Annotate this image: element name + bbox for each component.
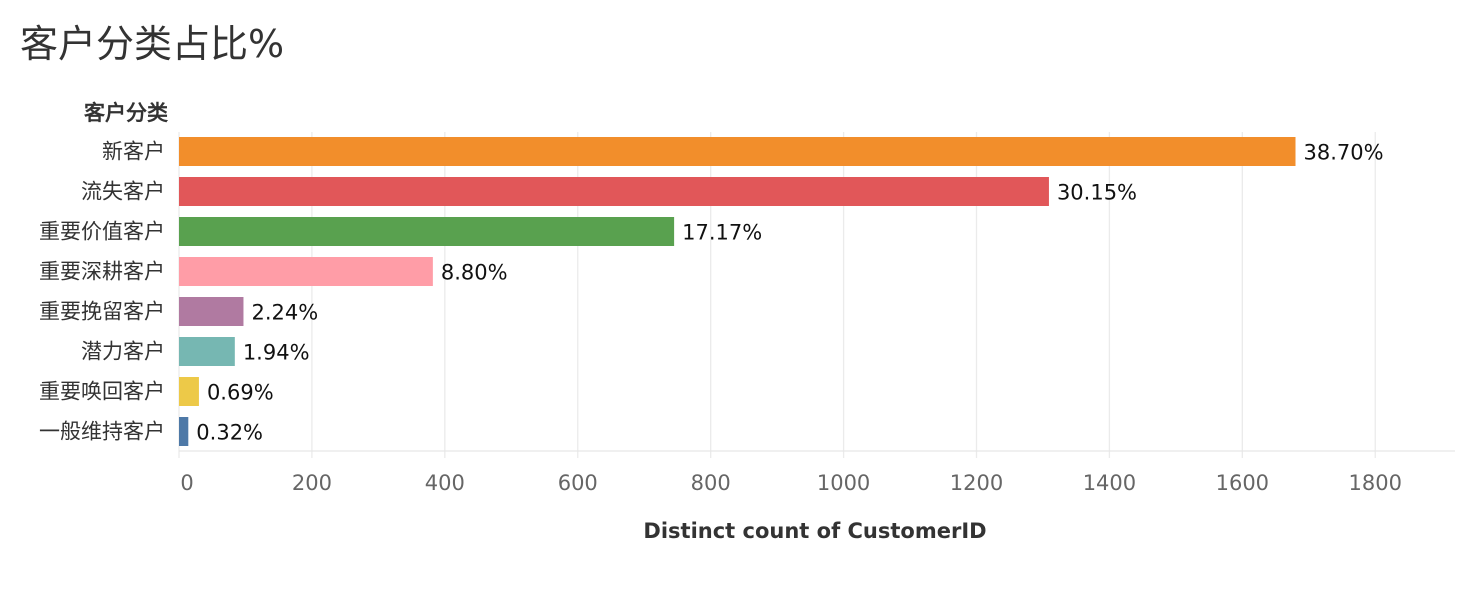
category-label: 流失客户 <box>81 180 165 204</box>
category-labels: 新客户流失客户重要价值客户重要深耕客户重要挽留客户潜力客户重要唤回客户一般维持客… <box>39 140 165 444</box>
value-labels: 38.70% 30.15% 17.17% 8.80% 2.24% 1.94% 0.69% 0.… <box>196 141 1383 445</box>
category-label: 重要深耕客户 <box>39 260 165 284</box>
x-tick-label: 1200 <box>950 471 1003 495</box>
value-label: 0.32% <box>196 421 263 445</box>
bars <box>179 137 1296 446</box>
x-tick-label: 600 <box>558 471 598 495</box>
category-label: 重要唤回客户 <box>39 380 165 404</box>
category-label: 潜力客户 <box>81 340 165 364</box>
x-tick-label: 1600 <box>1216 471 1269 495</box>
category-label: 重要挽留客户 <box>39 300 165 324</box>
bar <box>179 377 199 406</box>
value-label: 8.80% <box>441 261 508 285</box>
x-tick-label: 1000 <box>817 471 870 495</box>
category-label: 重要价值客户 <box>39 220 165 244</box>
value-label: 1.94% <box>243 341 310 365</box>
x-tick-label: 400 <box>425 471 465 495</box>
value-label: 30.15% <box>1057 181 1137 205</box>
bar <box>179 337 235 366</box>
category-label: 一般维持客户 <box>39 420 165 444</box>
x-axis: 0 200 400 600 800 1000 1200 1400 1600 1800 <box>179 450 1455 495</box>
value-label: 17.17% <box>682 221 762 245</box>
x-tick-label: 0 <box>180 471 193 495</box>
x-tick-label: 1800 <box>1349 471 1402 495</box>
bar <box>179 297 244 326</box>
value-label: 2.24% <box>251 301 318 325</box>
category-label: 新客户 <box>102 140 165 164</box>
category-header: 客户分类 <box>84 101 169 125</box>
value-label: 38.70% <box>1304 141 1384 165</box>
chart-title: 客户分类占比% <box>20 22 285 66</box>
x-tick-label: 200 <box>292 471 332 495</box>
bar <box>179 417 189 446</box>
x-tick-label: 1400 <box>1083 471 1136 495</box>
x-tick-label: 800 <box>691 471 731 495</box>
bar <box>179 177 1049 206</box>
bar <box>179 137 1296 166</box>
bar <box>179 257 433 286</box>
value-label: 0.69% <box>207 381 274 405</box>
x-axis-label: Distinct count of CustomerID <box>643 519 986 543</box>
bar <box>179 217 675 246</box>
